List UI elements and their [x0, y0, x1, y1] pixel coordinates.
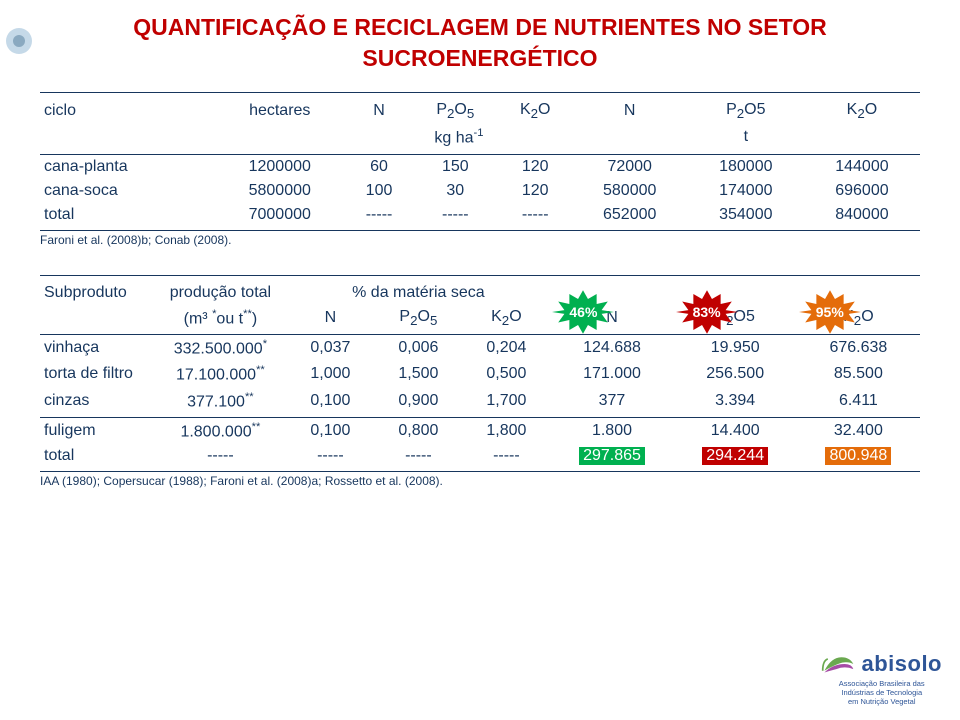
table-row: vinhaça 332.500.000* 0,037 0,006 0,204 1…	[40, 334, 920, 361]
title-line-1: QUANTIFICAÇÃO E RECICLAGEM DE NUTRIENTES…	[133, 14, 826, 40]
unit-m3t: (m³ *ou t**)	[154, 305, 286, 335]
burst-83-percent: 83%	[676, 289, 738, 335]
col-k1: K2O	[499, 93, 572, 125]
col-pct-ms: % da matéria seca	[286, 275, 550, 305]
col-hectares: hectares	[213, 93, 346, 125]
ciclo-table: ciclo hectares N P2O5 K2O N P2O5 K2O kg …	[40, 92, 920, 231]
unit-kgha: kg ha-1	[346, 124, 571, 154]
total-p-highlight: 294.244	[702, 447, 768, 465]
logo-name: abisolo	[861, 651, 942, 677]
burst-95-percent: 95%	[799, 289, 861, 335]
table-row: cana-planta 1200000 60 150 120 72000 180…	[40, 154, 920, 179]
subproduto-table: Subproduto produção total % da matéria s…	[40, 275, 920, 473]
burst-cell-n: 46%	[550, 275, 673, 305]
col-p2: P2O5	[688, 93, 804, 125]
col-k2: K2O	[804, 93, 920, 125]
total-n-highlight: 297.865	[579, 447, 645, 465]
burst-46-percent: 46%	[552, 289, 614, 335]
slide-title: QUANTIFICAÇÃO E RECICLAGEM DE NUTRIENTES…	[0, 0, 960, 82]
row-label: cana-soca	[40, 179, 213, 203]
table-row-fuligem: fuligem 1.800.000** 0,100 0,800 1,800 1.…	[40, 417, 920, 444]
burst-cell-k: 95%	[797, 275, 920, 305]
bottom-table-wrap: Subproduto produção total % da matéria s…	[0, 265, 960, 473]
col-n1: N	[346, 93, 412, 125]
table-row: cinzas 377.100** 0,100 0,900 1,700 377 3…	[40, 388, 920, 418]
unit-t: t	[572, 124, 920, 154]
row-label: total	[40, 203, 213, 231]
bottom-source: IAA (1980); Copersucar (1988); Faroni et…	[0, 472, 960, 488]
b-unit-row: (m³ *ou t**) N P2O5 K2O N P2O5 K2O	[40, 305, 920, 335]
decor-bullet-left	[6, 28, 32, 54]
abisolo-logo: abisolo Associação Brasileira dasIndústr…	[821, 651, 942, 706]
leaf-icon	[821, 652, 855, 676]
unit-row: kg ha-1 t	[40, 124, 920, 154]
table-row: torta de filtro 17.100.000** 1,000 1,500…	[40, 361, 920, 387]
col-n2: N	[572, 93, 688, 125]
col-producao: produção total	[154, 275, 286, 305]
logo-tagline: Associação Brasileira dasIndústrias de T…	[821, 679, 942, 706]
burst-cell-p: 83%	[674, 275, 797, 305]
title-line-2: SUCROENERGÉTICO	[362, 45, 597, 71]
b-header-row: Subproduto produção total % da matéria s…	[40, 275, 920, 305]
table-row-total: total 7000000 ----- ----- ----- 652000 3…	[40, 203, 920, 231]
top-source: Faroni et al. (2008)b; Conab (2008).	[0, 231, 960, 247]
col-ciclo: ciclo	[40, 93, 213, 125]
total-k-highlight: 800.948	[825, 447, 891, 465]
top-table-wrap: ciclo hectares N P2O5 K2O N P2O5 K2O kg …	[0, 82, 960, 231]
col-p1: P2O5	[412, 93, 499, 125]
table-header-row: ciclo hectares N P2O5 K2O N P2O5 K2O	[40, 93, 920, 125]
col-subproduto: Subproduto	[40, 275, 154, 305]
row-label: cana-planta	[40, 154, 213, 179]
table-row: cana-soca 5800000 100 30 120 580000 1740…	[40, 179, 920, 203]
table-row-total: total ----- ----- ----- ----- 297.865 29…	[40, 444, 920, 472]
